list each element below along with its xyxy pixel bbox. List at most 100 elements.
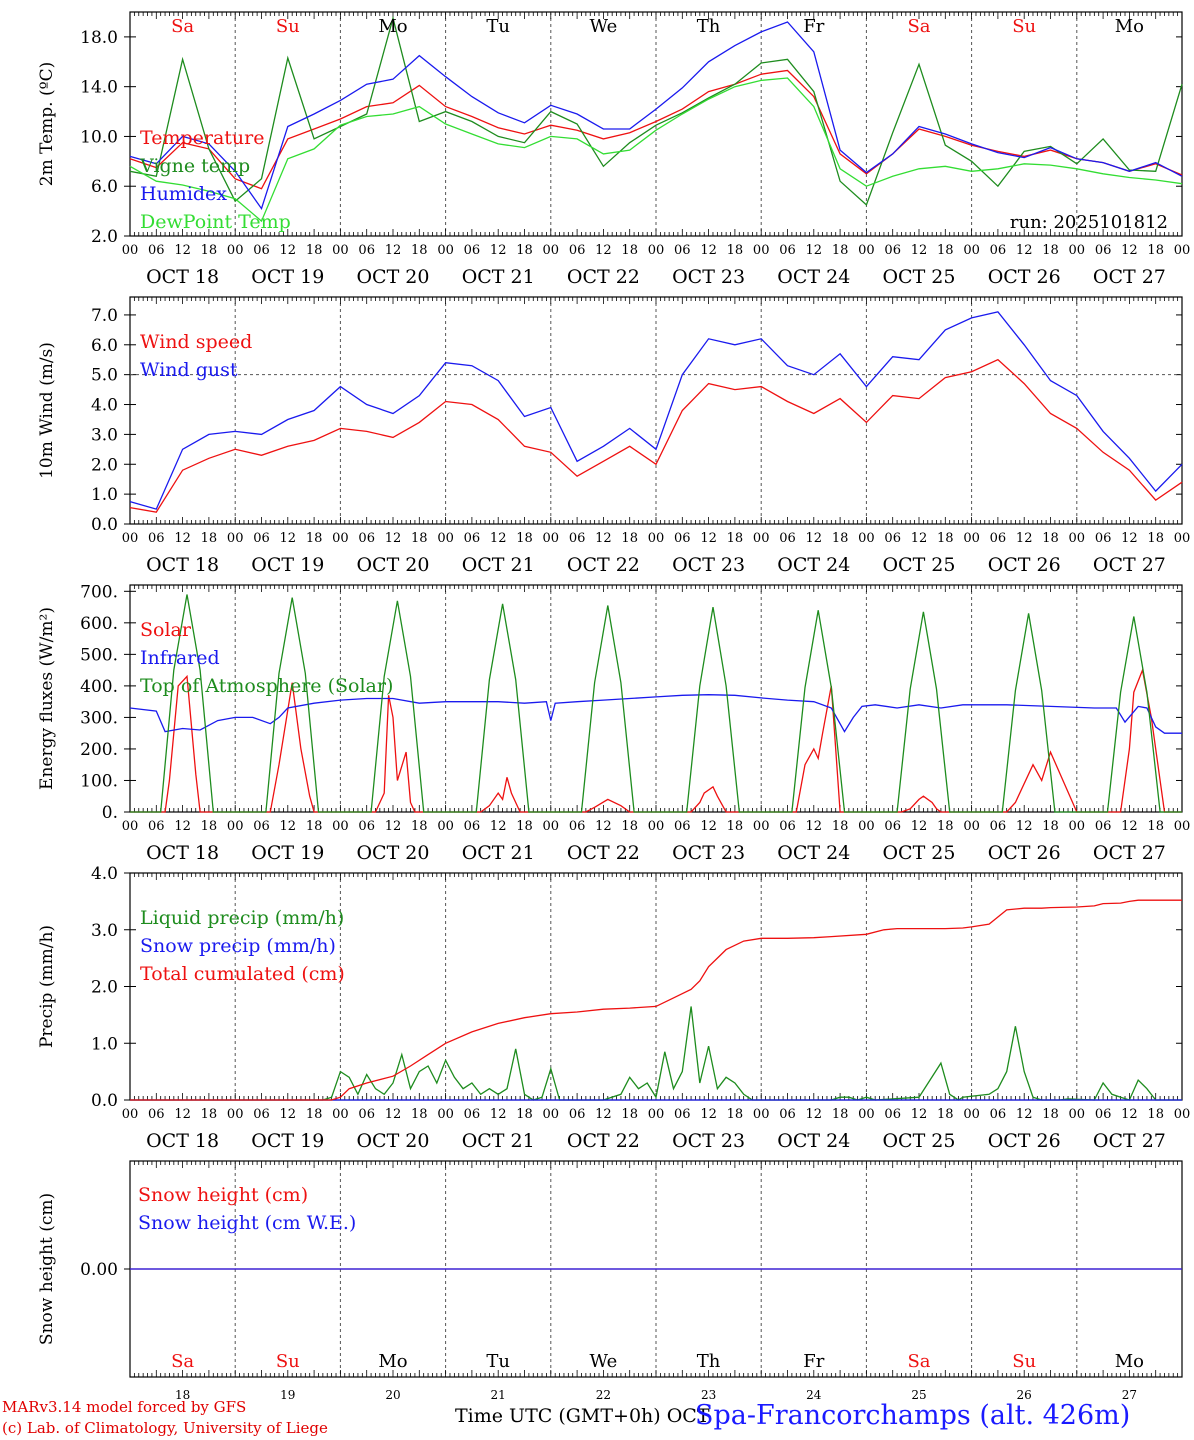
date-label: OCT 22 — [567, 1130, 640, 1152]
hour-label: 18 — [1147, 1107, 1164, 1122]
day-name-label: Mo — [1115, 16, 1144, 37]
hour-label: 00 — [332, 1107, 349, 1122]
y-tick-label: 4.0 — [91, 396, 118, 416]
date-label: OCT 27 — [1093, 266, 1166, 288]
hour-label: 18 — [937, 531, 954, 546]
date-label: OCT 25 — [882, 842, 955, 864]
hour-label: 00 — [227, 243, 244, 258]
y-tick-label: 1.0 — [91, 1034, 118, 1054]
legend-entry: Wind speed — [140, 331, 252, 353]
hour-label: 06 — [884, 1107, 901, 1122]
hour-label: 18 — [1147, 819, 1164, 834]
hour-label: 12 — [174, 243, 191, 258]
legend-entry: Total cumulated (cm) — [140, 963, 345, 985]
day-number-label: 27 — [1122, 1388, 1137, 1402]
y-axis-label: Precip (mm/h) — [37, 925, 57, 1048]
hour-label: 00 — [332, 531, 349, 546]
legend-entry: Snow height (cm) — [138, 1184, 308, 1206]
hour-label: 00 — [1174, 819, 1191, 834]
date-label: OCT 20 — [356, 266, 429, 288]
hour-label: 06 — [674, 819, 691, 834]
hour-label: 18 — [516, 819, 533, 834]
legend-entry: Temperature — [140, 127, 264, 149]
day-name-label: Su — [1012, 1351, 1036, 1372]
y-tick-label: 700. — [80, 582, 118, 602]
hour-label: 18 — [411, 1107, 428, 1122]
day-number-label: 21 — [491, 1388, 506, 1402]
temp-series-dewpoint-temp — [129, 77, 1183, 223]
hour-label: 00 — [543, 819, 560, 834]
y-tick-label: 0.0 — [91, 1091, 118, 1111]
day-name-label: Th — [697, 1351, 721, 1372]
hour-label: 00 — [122, 531, 139, 546]
y-tick-label: 0.0 — [91, 515, 118, 535]
temp-frame — [129, 11, 1183, 237]
legend-entry: Snow precip (mm/h) — [140, 935, 336, 957]
legend-entry: Top of Atmosphere (Solar) — [140, 675, 393, 697]
hour-label: 06 — [779, 819, 796, 834]
day-name-label: Tu — [486, 16, 510, 37]
y-tick-label: 1.0 — [91, 485, 118, 505]
hour-label: 12 — [911, 819, 928, 834]
hour-label: 00 — [753, 1107, 770, 1122]
hour-label: 18 — [621, 243, 638, 258]
hour-label: 06 — [884, 531, 901, 546]
hour-label: 12 — [806, 819, 823, 834]
day-name-label: Sa — [171, 1351, 194, 1372]
hour-label: 06 — [358, 531, 375, 546]
date-label: OCT 23 — [672, 842, 745, 864]
hour-label: 06 — [464, 1107, 481, 1122]
date-label: OCT 25 — [882, 1130, 955, 1152]
hour-label: 18 — [937, 1107, 954, 1122]
hour-label: 18 — [832, 531, 849, 546]
hour-label: 00 — [963, 1107, 980, 1122]
date-label: OCT 20 — [356, 1130, 429, 1152]
hour-label: 12 — [595, 1107, 612, 1122]
y-tick-label: 3.0 — [91, 425, 118, 445]
y-tick-label: 500. — [80, 645, 118, 665]
hour-label: 18 — [621, 819, 638, 834]
day-name-label: Th — [697, 16, 721, 37]
hour-label: 12 — [1121, 243, 1138, 258]
wind-panel: 0.0 1.0 2.0 3.0 4.0 5.0 6.0 7.0 10m Wind (m/s) Wi… — [37, 296, 1191, 576]
day-name-label: Fr — [803, 16, 824, 37]
day-number-label: 20 — [385, 1388, 400, 1402]
hour-label: 00 — [858, 819, 875, 834]
temp-series-humidex — [129, 21, 1183, 211]
hour-label: 12 — [280, 819, 297, 834]
hour-label: 00 — [963, 243, 980, 258]
day-name-label: We — [590, 16, 618, 37]
hour-label: 12 — [1121, 531, 1138, 546]
hour-label: 18 — [727, 819, 744, 834]
date-label: OCT 24 — [777, 842, 850, 864]
hour-label: 00 — [1069, 1107, 1086, 1122]
hour-label: 00 — [1174, 531, 1191, 546]
hour-label: 06 — [464, 243, 481, 258]
hour-label: 00 — [227, 531, 244, 546]
hour-label: 18 — [727, 531, 744, 546]
y-axis-label: Snow height (cm) — [37, 1193, 57, 1345]
date-label: OCT 23 — [672, 554, 745, 576]
hour-label: 00 — [122, 1107, 139, 1122]
hour-label: 00 — [437, 819, 454, 834]
date-label: OCT 18 — [146, 1130, 219, 1152]
date-label: OCT 24 — [777, 554, 850, 576]
hour-label: 12 — [174, 1107, 191, 1122]
hour-label: 06 — [253, 819, 270, 834]
hour-label: 06 — [990, 243, 1007, 258]
date-label: OCT 20 — [356, 554, 429, 576]
y-tick-label: 300. — [80, 708, 118, 728]
date-label: OCT 18 — [146, 554, 219, 576]
legend-entry: DewPoint Temp — [140, 211, 291, 233]
date-label: OCT 18 — [146, 842, 219, 864]
legend-entry: Infrared — [140, 647, 220, 669]
energy-series-top-of-atmosphere-solar- — [130, 594, 1182, 813]
hour-label: 06 — [569, 819, 586, 834]
temp-panel: 2.0 6.0 10.0 14.0 18.0 2m Temp. (ºC) Temperatu… — [37, 11, 1190, 288]
day-name-label: Fr — [803, 1351, 824, 1372]
hour-label: 12 — [700, 243, 717, 258]
y-tick-label: 14.0 — [80, 78, 118, 98]
wind-series-wind-speed — [129, 358, 1183, 513]
hour-label: 12 — [385, 1107, 402, 1122]
y-tick-label: 5.0 — [91, 366, 118, 386]
